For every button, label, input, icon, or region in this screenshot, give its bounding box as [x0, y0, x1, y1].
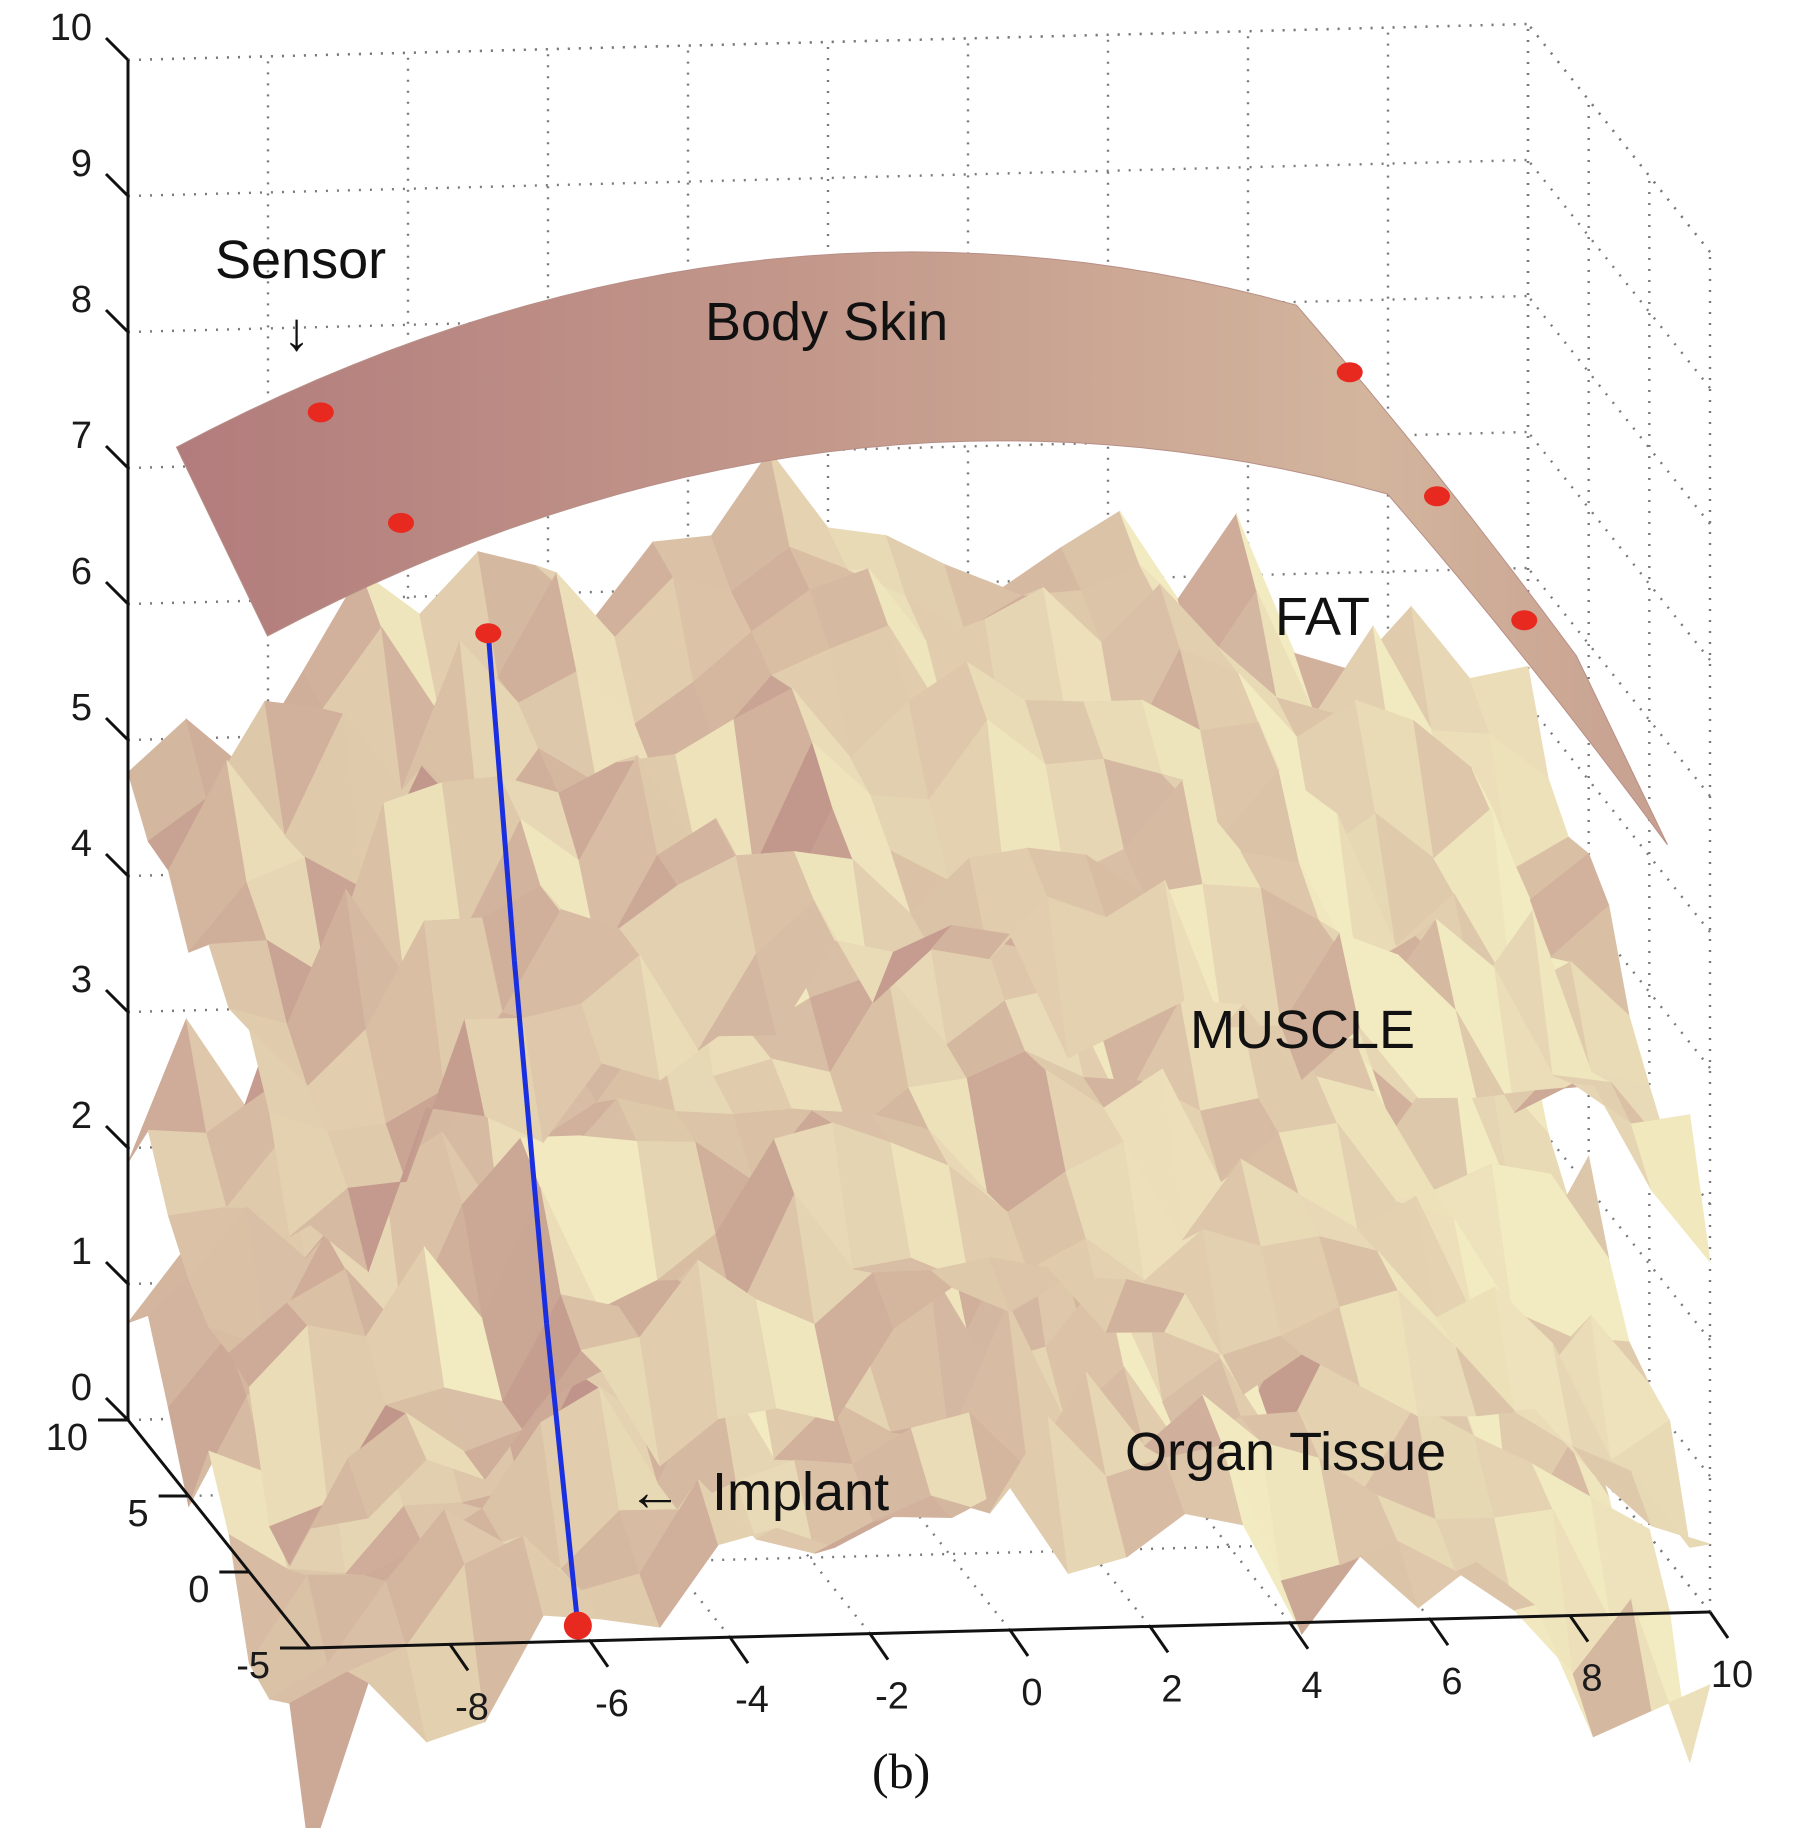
x-tick-label: 10 [1711, 1654, 1753, 1696]
x-tick-label: -2 [875, 1676, 909, 1718]
x-tick-mark [588, 1639, 610, 1668]
z-tick-mark [104, 1124, 130, 1150]
surface-fat [127, 449, 1711, 1273]
x-tick-mark [1288, 1621, 1310, 1650]
y-tick-label: 0 [188, 1569, 209, 1611]
propagation-path-segment [485, 633, 517, 962]
x-tick-mark [868, 1632, 890, 1661]
z-tick-label: 5 [71, 687, 92, 729]
layer-label-body-skin: Body Skin [705, 292, 948, 352]
z-tick-mark [104, 716, 130, 742]
z-tick-label: 7 [71, 415, 92, 457]
grid-line [127, 566, 1529, 606]
x-tick-mark [1148, 1625, 1170, 1654]
z-tick-mark [104, 988, 130, 1014]
x-tick-label: 2 [1161, 1668, 1182, 1710]
x-tick-label: -4 [735, 1679, 769, 1721]
sensor-point [1336, 362, 1363, 383]
grid-line [1527, 295, 1711, 525]
grid-line [127, 294, 1529, 334]
z-tick-label: 9 [71, 143, 92, 185]
sensor-annotation: Sensor [215, 230, 386, 290]
z-tick-mark [104, 172, 130, 198]
z-tick-label: 10 [50, 7, 92, 49]
figure-caption: (b) [872, 1743, 930, 1799]
layer-label-muscle: MUSCLE [1190, 1000, 1415, 1060]
implant-point [563, 1611, 592, 1640]
x-tick-label: -8 [455, 1686, 489, 1728]
tissue-layers [126, 251, 1711, 1828]
z-tick-mark [104, 444, 130, 470]
x-tick-mark [1008, 1629, 1030, 1657]
z-tick-label: 4 [71, 823, 92, 865]
y-tick-label: 5 [128, 1493, 149, 1535]
z-tick-label: 3 [71, 959, 92, 1001]
grid-line [1527, 431, 1711, 661]
sensor-point [1511, 610, 1538, 631]
z-tick-mark [104, 308, 130, 334]
y-axis-line [126, 1419, 312, 1649]
z-tick-mark [104, 580, 130, 606]
sensor-point [1424, 486, 1450, 507]
grid-line [1527, 159, 1711, 389]
propagation-path-segment [511, 960, 550, 1324]
grid-line [1527, 23, 1711, 253]
grid-line [1527, 567, 1711, 797]
layer-label-organ-tissue: Organ Tissue [1125, 1422, 1446, 1482]
x-tick-mark [1708, 1611, 1730, 1639]
x-tick-label: 6 [1441, 1661, 1462, 1703]
grid-line [1527, 703, 1711, 933]
sensor-point [388, 512, 414, 533]
z-tick-label: 8 [71, 279, 92, 321]
sensor-arrow: ↓ [283, 302, 310, 362]
x-tick-mark [1428, 1618, 1450, 1647]
z-tick-mark [104, 1396, 130, 1422]
grid-line [1527, 1111, 1711, 1341]
x-tick-mark [1568, 1614, 1590, 1643]
z-tick-mark [104, 36, 130, 62]
surface-body-skin [175, 251, 1668, 846]
x-tick-label: -6 [595, 1683, 629, 1725]
z-tick-label: 0 [71, 1367, 92, 1409]
surface-facet [1630, 1114, 1711, 1264]
implant-arrow: ← [628, 1462, 682, 1522]
x-tick-label: 4 [1301, 1665, 1322, 1707]
y-tick-label: -5 [236, 1645, 270, 1687]
grid-line [127, 158, 1529, 198]
z-tick-label: 6 [71, 551, 92, 593]
z-tick-mark [104, 852, 130, 878]
sensor-point [475, 623, 502, 644]
markers [307, 362, 1538, 1640]
grid-line [127, 22, 1529, 62]
x-tick-label: 0 [1021, 1672, 1042, 1714]
sensor-point [307, 402, 334, 423]
z-tick-mark [104, 1260, 130, 1286]
z-tick-label: 2 [71, 1095, 92, 1137]
propagation-path-segment [544, 1323, 581, 1626]
surface-facet [1631, 1471, 1711, 1548]
grid-line [1527, 23, 1711, 253]
implant-annotation: Implant [712, 1462, 889, 1522]
x-tick-label: 8 [1581, 1658, 1602, 1700]
x-tick-mark [728, 1636, 750, 1665]
surface-facet [1631, 1598, 1711, 1764]
z-tick-label: 1 [71, 1231, 92, 1273]
layer-label-fat: FAT [1275, 587, 1370, 647]
x-tick-mark [448, 1643, 470, 1672]
y-tick-label: 10 [46, 1417, 88, 1459]
